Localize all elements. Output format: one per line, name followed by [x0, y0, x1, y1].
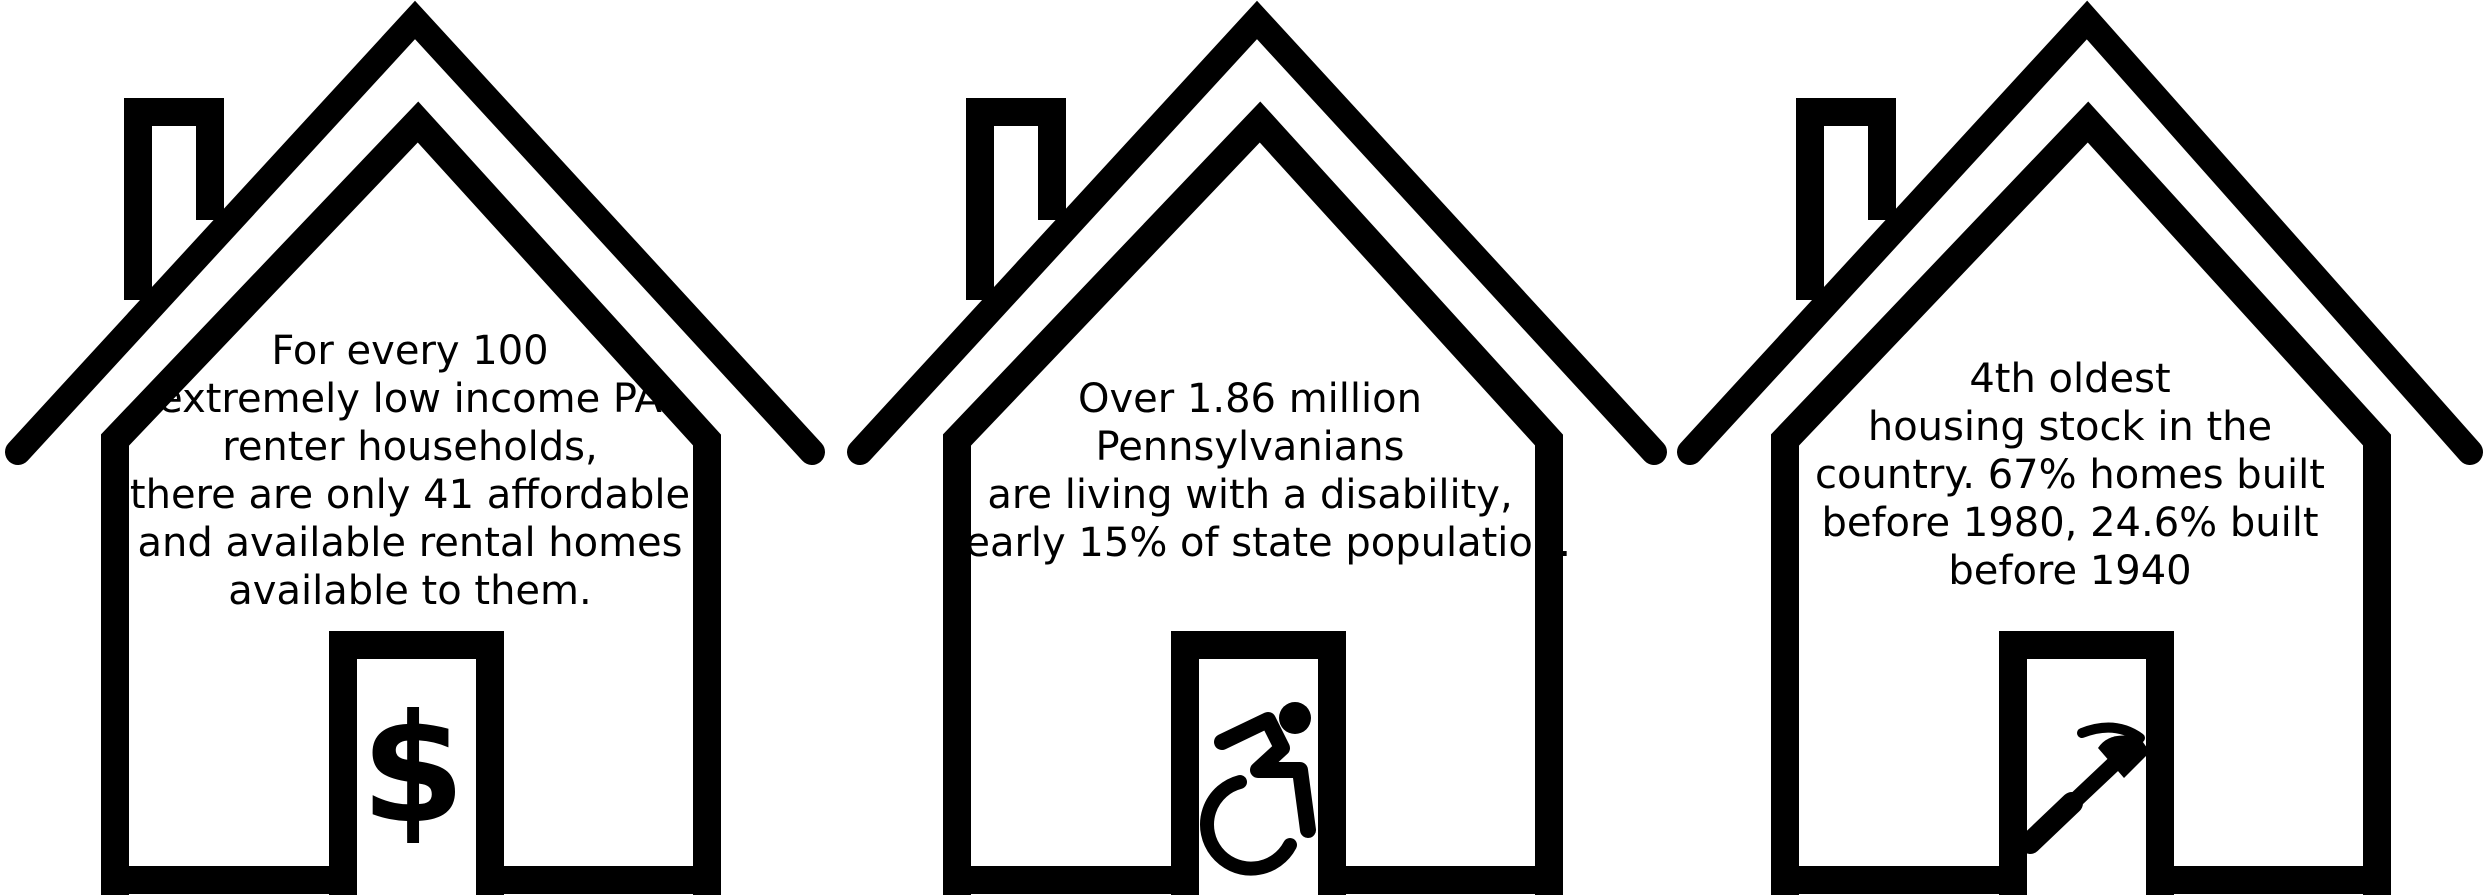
caption-line: housing stock in the — [1867, 404, 2273, 450]
house-3-walls — [1771, 101, 2391, 895]
house-3-outer-roof — [1677, 0, 2483, 465]
house-1-walls — [101, 101, 721, 895]
caption-line: and available rental homes — [137, 520, 683, 566]
caption-line: available to them. — [228, 568, 592, 614]
house-3-door — [1999, 631, 2174, 895]
caption-line: Over 1.86 million — [1078, 376, 1422, 422]
caption-line: 4th oldest — [1969, 356, 2171, 402]
house-1-chimney — [124, 98, 224, 300]
house-1 — [5, 0, 825, 895]
hammer-icon — [2019, 722, 2150, 854]
caption-line: renter households, — [222, 424, 598, 470]
caption-line: before 1940 — [1948, 548, 2192, 594]
house-1-caption: For every 100 extremely low income PA re… — [120, 327, 700, 615]
caption-line: nearly 15% of state population. — [940, 520, 1571, 566]
house-2 — [847, 0, 1667, 895]
house-2-outer-roof — [847, 0, 1667, 465]
caption-line: country. 67% homes built — [1815, 452, 2325, 498]
house-2-door — [1171, 631, 1346, 895]
wheelchair-accessibility-icon — [1200, 702, 1316, 876]
house-3-chimney — [1796, 98, 1896, 300]
house-2-walls — [943, 101, 1563, 895]
caption-line: For every 100 — [271, 328, 549, 374]
house-1-outer-roof — [5, 0, 825, 465]
caption-line: extremely low income PA — [158, 376, 662, 422]
dollar-sign-icon: $ — [360, 683, 466, 857]
caption-line: are living with a disability, — [987, 472, 1513, 518]
caption-line: Pennsylvanians — [1095, 424, 1405, 470]
house-2-chimney — [966, 98, 1066, 300]
house-3-caption: 4th oldest housing stock in the country.… — [1780, 355, 2360, 595]
caption-line: before 1980, 24.6% built — [1821, 500, 2319, 546]
house-1-door — [329, 631, 504, 895]
house-2-caption: Over 1.86 million Pennsylvanians are liv… — [940, 375, 1571, 567]
house-3 — [1677, 0, 2483, 895]
caption-line: there are only 41 affordable — [129, 472, 691, 518]
